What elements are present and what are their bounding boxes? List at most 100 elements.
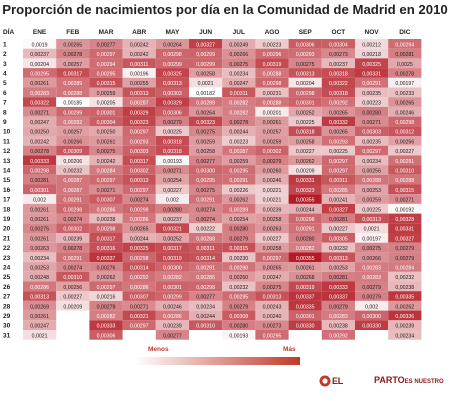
heatmap-cell — [288, 252, 322, 263]
heatmap-cell-label: 0,00280 — [229, 324, 248, 330]
heatmap-cell-label: 0,00275 — [263, 285, 282, 291]
heatmap-cell — [321, 223, 355, 233]
heatmap-cell — [222, 310, 256, 321]
heatmap-cell-label: 0,00258 — [196, 72, 215, 78]
row-label-19: 19 — [3, 216, 11, 223]
heatmap-cell — [23, 262, 57, 272]
heatmap-cell-label: 0,00274 — [130, 198, 149, 204]
heatmap-cell-label: 0,00327 — [329, 207, 348, 213]
heatmap-cell — [222, 330, 256, 340]
heatmap-cell — [89, 58, 123, 69]
heatmap-cell — [23, 145, 57, 156]
heatmap-cell — [155, 252, 189, 263]
heatmap-cell-label: 0,00259 — [263, 139, 282, 145]
heatmap-cell-label: 0,00336 — [395, 314, 414, 320]
heatmap-cell-label: 0,00232 — [395, 275, 414, 281]
heatmap-cell-label: 0,00297 — [329, 159, 348, 165]
heatmap-cell-label: 0,00301 — [97, 110, 116, 116]
heatmap-cell-label: 0,00314 — [130, 266, 149, 272]
row-label-14: 14 — [3, 168, 11, 175]
heatmap-cell-label: 0,00274 — [63, 217, 82, 223]
heatmap-cell — [388, 281, 422, 292]
heatmap-cell-label: 0,00298 — [130, 256, 149, 262]
heatmap-cell — [89, 68, 123, 78]
heatmap-cell — [155, 87, 189, 98]
heatmap-cell-label: 0,00282 — [229, 101, 248, 107]
heatmap-cell-label: 0,00333 — [30, 159, 49, 165]
heatmap-cell-label: 0,00247 — [229, 81, 248, 87]
heatmap-cell-label: 0,00323 — [130, 120, 149, 126]
heatmap-cell — [89, 97, 123, 107]
heatmap-cell — [23, 136, 57, 146]
heatmap-cell — [189, 174, 223, 185]
heatmap-cell — [56, 281, 90, 292]
heatmap-cell — [56, 223, 90, 233]
heatmap-cell — [56, 48, 90, 59]
heatmap-cell — [23, 155, 57, 166]
heatmap-cell-label: 0,00298 — [130, 207, 149, 213]
heatmap-cell-label: 0,00275 — [229, 62, 248, 68]
heatmap-cell — [321, 213, 355, 224]
heatmap-cell — [255, 165, 289, 175]
heatmap-cell — [388, 97, 422, 107]
heatmap-cell-label: 0,00218 — [362, 52, 381, 58]
heatmap-cell-label: 0,00261 — [30, 207, 49, 213]
heatmap-cell — [89, 39, 123, 49]
heatmap-cell — [388, 271, 422, 282]
heatmap-cell-label: 0,0025 — [397, 62, 413, 68]
heatmap-cell — [321, 48, 355, 59]
heatmap-cell-label: 0,00281 — [395, 52, 414, 58]
heatmap-cell — [255, 300, 289, 311]
heatmap-cell — [189, 48, 223, 59]
heatmap-cell-label: 0,00240 — [263, 314, 282, 320]
heatmap-cell-label: 0,00288 — [63, 91, 82, 97]
heatmap-cell — [255, 174, 289, 185]
heatmap-cell — [189, 281, 223, 292]
heatmap-cell-label: 0,00227 — [296, 149, 315, 155]
heatmap-cell-label: 0,00307 — [130, 295, 149, 301]
heatmap-cell-label: 0,00310 — [196, 324, 215, 330]
heatmap-cell — [89, 155, 123, 166]
heatmap-cell-label: 0,00323 — [296, 188, 315, 194]
heatmap-cell — [89, 116, 123, 127]
heatmap-cell-label: 0,00321 — [163, 227, 182, 233]
heatmap-cell — [155, 310, 189, 321]
heatmap-cell — [122, 136, 156, 146]
heatmap-cell — [355, 310, 389, 321]
column-header-abr: ABR — [132, 29, 146, 36]
heatmap-cell — [222, 194, 256, 204]
heatmap-cell-label: 0,00255 — [130, 81, 149, 87]
heatmap-cell-label: 0,00286 — [30, 285, 49, 291]
heatmap-cell — [23, 300, 57, 311]
heatmap-cell-label: 0,00271 — [163, 169, 182, 175]
heatmap-cell-label: 0,00288 — [196, 236, 215, 242]
heatmap-cell-label: 0,00242 — [130, 42, 149, 48]
heatmap-cell — [122, 223, 156, 233]
heatmap-cell-label: 0,00242 — [130, 52, 149, 58]
heatmap-cell-label: 0,00279 — [229, 304, 248, 310]
heatmap-cell — [89, 310, 123, 321]
heatmap-cell-label: 0,00279 — [97, 304, 116, 310]
heatmap-cell-label: 0,00263 — [263, 227, 282, 233]
heatmap-cell-label: 0,00256 — [395, 139, 414, 145]
heatmap-cell — [189, 136, 223, 146]
heatmap-cell — [321, 136, 355, 146]
heatmap-cell-label: 0,00253 — [362, 188, 381, 194]
heatmap-cell-label: 0,00278 — [30, 149, 49, 155]
heatmap-cell — [155, 184, 189, 195]
heatmap-cell — [321, 194, 355, 204]
heatmap-cell — [189, 145, 223, 156]
heatmap-cell-label: 0,00319 — [296, 285, 315, 291]
row-label-27: 27 — [3, 294, 11, 301]
row-label-24: 24 — [3, 265, 11, 272]
heatmap-cell-label: 0,00317 — [130, 159, 149, 165]
heatmap-cell — [255, 281, 289, 292]
heatmap-cell-label: 0,00238 — [329, 324, 348, 330]
heatmap-cell-label: 0,00297 — [97, 178, 116, 184]
heatmap-cell-label: 0,00234 — [362, 159, 381, 165]
heatmap-cell — [23, 291, 57, 301]
legend-gradient-bar — [135, 357, 300, 365]
heatmap-cell — [122, 291, 156, 301]
column-header-ene: ENE — [33, 29, 47, 36]
heatmap-cell-label: 0,00265 — [130, 227, 149, 233]
